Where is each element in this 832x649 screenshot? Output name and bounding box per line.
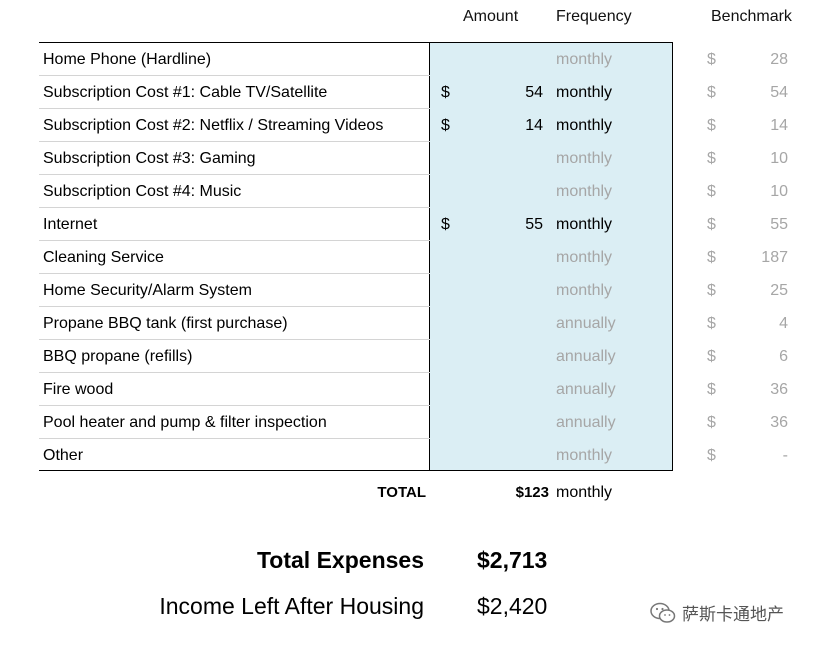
table-row: Fire wood annually $36: [0, 373, 832, 406]
table-row: Subscription Cost #2: Netflix / Streamin…: [0, 109, 832, 142]
benchmark-currency: $: [707, 216, 716, 233]
frequency-value[interactable]: monthly: [556, 51, 613, 68]
frequency-value[interactable]: monthly: [556, 282, 613, 299]
benchmark-currency: $: [707, 51, 716, 68]
benchmark-currency: $: [707, 282, 716, 299]
row-divider: [39, 372, 430, 373]
table-row: BBQ propane (refills) annually $6: [0, 340, 832, 373]
benchmark-value: 10: [770, 150, 788, 167]
benchmark-value: 6: [779, 348, 788, 365]
frequency-value[interactable]: monthly: [556, 183, 613, 200]
expense-name: Subscription Cost #4: Music: [43, 183, 242, 200]
expense-name: Internet: [43, 216, 98, 233]
row-divider: [39, 174, 430, 175]
row-divider: [39, 75, 430, 76]
header-benchmark: Benchmark: [711, 8, 792, 25]
row-divider: [39, 108, 430, 109]
header-amount: Amount: [463, 8, 519, 25]
total-expenses-value: $2,713: [477, 547, 548, 573]
expense-name: Subscription Cost #1: Cable TV/Satellite: [43, 84, 328, 101]
amount-currency: $: [441, 216, 450, 233]
expense-name: Propane BBQ tank (first purchase): [43, 315, 288, 332]
benchmark-currency: $: [707, 381, 716, 398]
benchmark-currency: $: [707, 249, 716, 266]
amount-currency: $: [441, 117, 450, 134]
expense-name: Home Security/Alarm System: [43, 282, 252, 299]
benchmark-currency: $: [707, 150, 716, 167]
benchmark-currency: $: [707, 84, 716, 101]
row-divider: [39, 273, 430, 274]
frequency-value[interactable]: monthly: [556, 150, 613, 167]
table-row: Subscription Cost #1: Cable TV/Satellite…: [0, 76, 832, 109]
table-row: Home Phone (Hardline) monthly $28: [0, 43, 832, 76]
frequency-value[interactable]: monthly: [556, 249, 613, 266]
table-row: Internet $55 monthly $55: [0, 208, 832, 241]
table-bottom-border: [39, 470, 430, 471]
expense-name: BBQ propane (refills): [43, 348, 193, 365]
benchmark-currency: $: [707, 117, 716, 134]
row-divider: [39, 405, 430, 406]
benchmark-value: 55: [770, 216, 788, 233]
benchmark-value: -: [782, 447, 788, 464]
expense-name: Pool heater and pump & filter inspection: [43, 414, 327, 431]
row-divider: [39, 141, 430, 142]
amount-input-area: [429, 42, 673, 471]
expense-name: Subscription Cost #3: Gaming: [43, 150, 256, 167]
expense-name: Home Phone (Hardline): [43, 51, 212, 68]
row-divider: [39, 438, 430, 439]
total-value: $123: [515, 484, 549, 501]
expense-name: Fire wood: [43, 381, 114, 398]
amount-value[interactable]: 54: [525, 84, 543, 101]
expense-name: Cleaning Service: [43, 249, 164, 266]
wechat-icon: [650, 602, 676, 623]
benchmark-value: 14: [770, 117, 788, 134]
benchmark-value: 36: [770, 414, 788, 431]
benchmark-value: 25: [770, 282, 788, 299]
benchmark-currency: $: [707, 315, 716, 332]
row-divider: [39, 339, 430, 340]
benchmark-value: 28: [770, 51, 788, 68]
benchmark-value: 4: [779, 315, 788, 332]
total-frequency: monthly: [556, 484, 613, 501]
benchmark-currency: $: [707, 183, 716, 200]
income-left-label: Income Left After Housing: [159, 593, 424, 619]
benchmark-value: 54: [770, 84, 788, 101]
watermark: 萨斯卡通地产: [650, 600, 784, 625]
frequency-value[interactable]: annually: [556, 414, 616, 431]
benchmark-value: 187: [761, 249, 788, 266]
benchmark-currency: $: [707, 348, 716, 365]
table-row: Subscription Cost #3: Gaming monthly $10: [0, 142, 832, 175]
frequency-value[interactable]: annually: [556, 348, 616, 365]
row-divider: [39, 240, 430, 241]
total-expenses-label: Total Expenses: [256, 547, 424, 573]
income-left-value: $2,420: [477, 593, 548, 619]
row-divider: [39, 306, 430, 307]
benchmark-currency: $: [707, 447, 716, 464]
table-top-border: [39, 42, 430, 43]
table-row: Home Security/Alarm System monthly $25: [0, 274, 832, 307]
benchmark-currency: $: [707, 414, 716, 431]
frequency-value[interactable]: monthly: [556, 447, 613, 464]
table-row: Cleaning Service monthly $187: [0, 241, 832, 274]
amount-value[interactable]: 14: [525, 117, 543, 134]
header-frequency: Frequency: [556, 8, 632, 25]
total-label: TOTAL: [377, 484, 426, 501]
benchmark-value: 36: [770, 381, 788, 398]
table-row: Subscription Cost #4: Music monthly $10: [0, 175, 832, 208]
frequency-value[interactable]: annually: [556, 381, 616, 398]
expense-name: Subscription Cost #2: Netflix / Streamin…: [43, 117, 384, 134]
amount-value[interactable]: 55: [525, 216, 543, 233]
watermark-text: 萨斯卡通地产: [682, 605, 784, 624]
row-divider: [39, 207, 430, 208]
table-row: Pool heater and pump & filter inspection…: [0, 406, 832, 439]
expense-name: Other: [43, 447, 84, 464]
frequency-value[interactable]: monthly: [556, 84, 613, 101]
table-row: Other monthly $ -: [0, 439, 832, 472]
frequency-value[interactable]: monthly: [556, 216, 613, 233]
benchmark-value: 10: [770, 183, 788, 200]
amount-currency: $: [441, 84, 450, 101]
frequency-value[interactable]: annually: [556, 315, 616, 332]
table-row: Propane BBQ tank (first purchase) annuall…: [0, 307, 832, 340]
frequency-value[interactable]: monthly: [556, 117, 613, 134]
